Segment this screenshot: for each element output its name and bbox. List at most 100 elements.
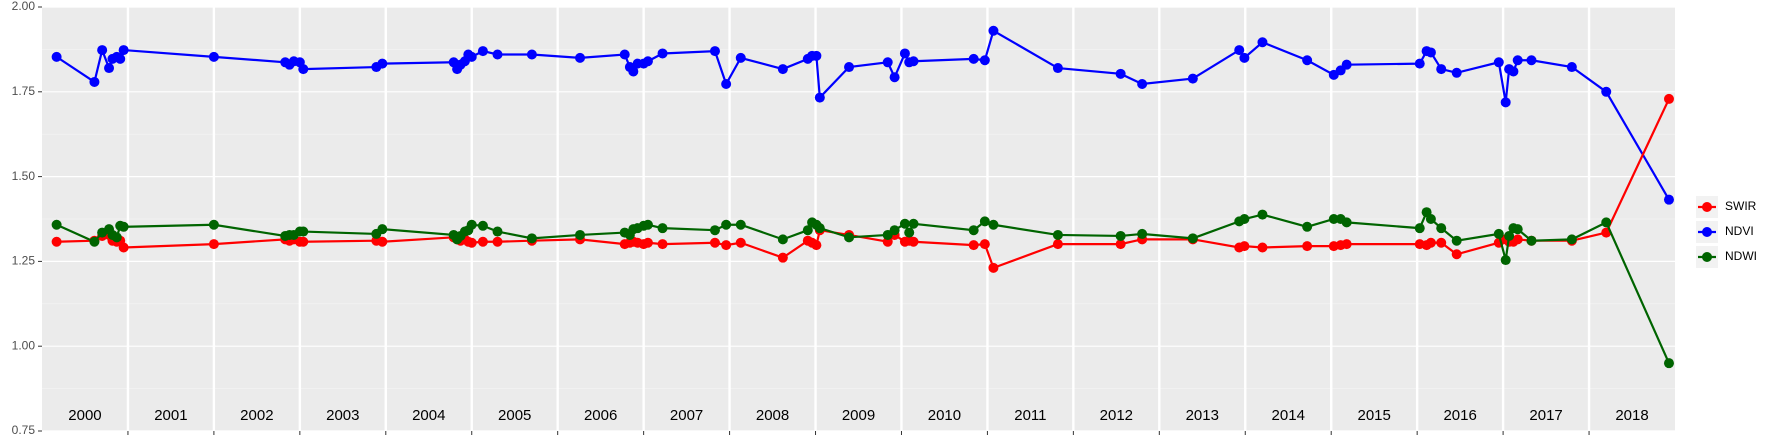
point — [377, 224, 388, 235]
point — [1436, 223, 1447, 234]
point — [979, 239, 990, 250]
point — [619, 49, 630, 60]
point — [1302, 55, 1313, 66]
series — [51, 93, 1674, 273]
point — [908, 236, 919, 247]
point — [477, 46, 488, 57]
point — [844, 62, 855, 73]
y-tick-label: 1.00 — [12, 338, 36, 352]
year-label: 2008 — [756, 407, 789, 424]
year-label: 2018 — [1615, 407, 1648, 424]
point — [1451, 235, 1462, 246]
point — [1493, 57, 1504, 68]
point — [1436, 237, 1447, 248]
point — [908, 218, 919, 229]
point — [1341, 217, 1352, 228]
year-label: 2015 — [1357, 407, 1390, 424]
year-label: 2003 — [326, 407, 359, 424]
point — [1601, 86, 1612, 97]
point — [118, 221, 129, 232]
y-tick-label: 1.25 — [12, 254, 36, 268]
point — [1234, 45, 1245, 56]
point — [1451, 249, 1462, 260]
point — [1239, 214, 1250, 224]
point — [97, 45, 108, 56]
point — [298, 226, 309, 237]
year-label: 2005 — [498, 407, 531, 424]
point — [1257, 37, 1268, 48]
point — [1052, 239, 1063, 250]
point — [104, 63, 115, 74]
point — [979, 216, 990, 227]
point — [889, 72, 900, 83]
point — [1566, 62, 1577, 73]
point — [1436, 64, 1447, 75]
point — [1239, 52, 1250, 63]
point — [1137, 228, 1148, 239]
year-label: 2016 — [1443, 407, 1476, 424]
point — [118, 45, 129, 56]
point — [1187, 73, 1198, 84]
point — [721, 219, 732, 230]
point — [988, 262, 999, 273]
point — [882, 57, 893, 68]
legend-item: SWIR — [1696, 196, 1757, 218]
year-label: 2017 — [1529, 407, 1562, 424]
point — [89, 236, 100, 247]
y-tick-label: 2.00 — [12, 0, 36, 13]
series — [51, 25, 1674, 205]
point — [1512, 234, 1523, 245]
point — [1328, 214, 1339, 224]
point — [1425, 237, 1436, 248]
point — [814, 92, 825, 103]
year-label: 2011 — [1014, 407, 1046, 424]
y-tick-label: 1.50 — [12, 169, 36, 183]
point — [908, 56, 919, 67]
year-label: 2002 — [240, 407, 273, 424]
point — [1239, 241, 1250, 252]
legend-dot — [1702, 227, 1712, 237]
point — [1115, 239, 1126, 250]
point — [477, 220, 488, 231]
point — [844, 232, 855, 243]
point — [1257, 209, 1268, 220]
point — [657, 239, 668, 250]
point — [1425, 214, 1436, 224]
point — [1663, 358, 1674, 369]
point — [968, 53, 979, 64]
point — [709, 237, 720, 248]
point — [51, 219, 62, 230]
y-tick-label: 1.75 — [12, 84, 36, 98]
point — [298, 236, 309, 247]
point — [899, 218, 910, 229]
point — [526, 49, 537, 60]
point — [208, 239, 219, 250]
legend-label: NDVI — [1725, 224, 1754, 238]
point — [1663, 194, 1674, 205]
point — [89, 76, 100, 87]
point — [735, 52, 746, 63]
point — [721, 240, 732, 251]
legend-item: NDVI — [1696, 221, 1754, 243]
point — [968, 225, 979, 236]
point — [1493, 228, 1504, 239]
legend-label: NDWI — [1725, 249, 1757, 263]
point — [1137, 78, 1148, 89]
point — [1451, 67, 1462, 78]
point — [968, 240, 979, 251]
point — [111, 232, 122, 243]
point — [1526, 235, 1537, 246]
point — [889, 225, 900, 236]
point — [1508, 66, 1519, 77]
point — [1512, 55, 1523, 66]
point — [1115, 68, 1126, 79]
point — [377, 236, 388, 247]
point — [492, 226, 503, 237]
point — [1512, 224, 1523, 235]
point — [466, 219, 477, 230]
point — [51, 51, 62, 62]
point — [51, 236, 62, 247]
point — [477, 236, 488, 247]
year-label: 2012 — [1100, 407, 1133, 424]
